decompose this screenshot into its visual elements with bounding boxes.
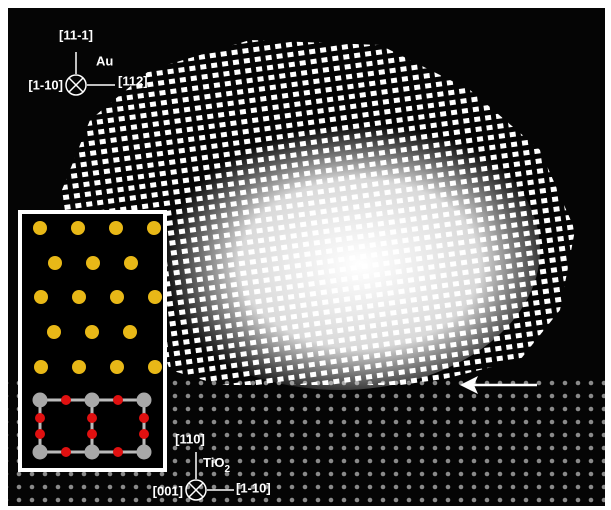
o-atom	[35, 429, 45, 439]
particle-core	[140, 110, 540, 390]
au-atom	[110, 290, 124, 304]
au-atom	[123, 325, 137, 339]
au-atom	[72, 290, 86, 304]
tio2-right-label: [1-10]	[236, 480, 271, 495]
au-left-label: [1-10]	[28, 77, 63, 92]
au-right-label: [112]	[118, 73, 148, 88]
tio2-left-label: [001]	[153, 483, 183, 498]
tio2-axes	[185, 452, 234, 501]
tio2-label: TiO2	[203, 455, 230, 474]
o-atom	[35, 413, 45, 423]
au-atom	[110, 360, 124, 374]
au-label: Au	[96, 53, 113, 68]
arrow	[460, 376, 537, 394]
au-atom	[34, 290, 48, 304]
ti-atom	[136, 392, 152, 408]
au-atom	[48, 256, 62, 270]
ti-atom	[84, 444, 100, 460]
o-atom	[139, 413, 149, 423]
au-atom	[86, 256, 100, 270]
au-atom	[71, 221, 85, 235]
au-atom	[109, 221, 123, 235]
o-atom	[61, 447, 71, 457]
ti-atom	[32, 444, 48, 460]
ti-atom	[136, 444, 152, 460]
o-atom	[61, 395, 71, 405]
ti-atom	[32, 392, 48, 408]
au-atom	[148, 290, 162, 304]
au-atom	[85, 325, 99, 339]
inset	[18, 210, 167, 472]
au-up-label: [11-1]	[59, 27, 93, 42]
ti-atom	[84, 392, 100, 408]
au-atom	[147, 221, 161, 235]
au-atom	[148, 360, 162, 374]
tio2-up-label: [110]	[175, 431, 205, 446]
au-atom	[124, 256, 138, 270]
o-atom	[113, 395, 123, 405]
o-atom	[87, 413, 97, 423]
o-atom	[113, 447, 123, 457]
au-atom	[33, 221, 47, 235]
au-axes	[65, 52, 115, 96]
o-atom	[139, 429, 149, 439]
tio2-label-text: TiO	[203, 455, 224, 470]
au-atom	[47, 325, 61, 339]
o-atom	[87, 429, 97, 439]
au-atom	[34, 360, 48, 374]
tio2-label-subscript: 2	[224, 464, 230, 475]
au-atom	[72, 360, 86, 374]
